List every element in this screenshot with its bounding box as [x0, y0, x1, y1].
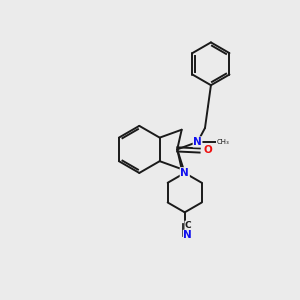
Text: N: N	[180, 168, 189, 178]
Text: O: O	[204, 145, 212, 155]
Text: C: C	[185, 221, 192, 230]
Text: N: N	[193, 137, 202, 147]
Text: N: N	[183, 230, 192, 240]
Text: CH₃: CH₃	[216, 139, 229, 145]
Text: N: N	[180, 168, 189, 178]
